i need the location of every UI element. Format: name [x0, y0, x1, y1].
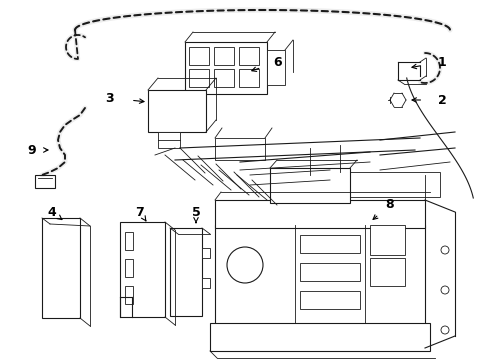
- Text: 3: 3: [105, 91, 114, 104]
- Text: 2: 2: [437, 94, 446, 107]
- Bar: [42, 218, 80, 318]
- Bar: [266, 50, 285, 85]
- Bar: [299, 263, 359, 281]
- Bar: [120, 222, 164, 317]
- Bar: [125, 286, 133, 304]
- Bar: [214, 69, 234, 87]
- Bar: [148, 90, 205, 132]
- Circle shape: [440, 286, 448, 294]
- Bar: [369, 258, 404, 286]
- Bar: [184, 42, 266, 94]
- Bar: [125, 259, 133, 277]
- Bar: [215, 200, 424, 228]
- Bar: [189, 47, 208, 65]
- Text: 7: 7: [135, 206, 144, 219]
- Bar: [215, 225, 424, 348]
- Circle shape: [440, 326, 448, 334]
- Bar: [239, 69, 259, 87]
- Bar: [125, 232, 133, 250]
- Bar: [299, 235, 359, 253]
- Text: 4: 4: [47, 206, 56, 219]
- Bar: [269, 168, 349, 203]
- Circle shape: [226, 247, 263, 283]
- Bar: [215, 138, 264, 160]
- Bar: [209, 323, 429, 351]
- Bar: [239, 47, 259, 65]
- Text: 9: 9: [28, 144, 36, 157]
- Text: 6: 6: [273, 55, 282, 68]
- Bar: [158, 132, 180, 148]
- Circle shape: [440, 246, 448, 254]
- Bar: [214, 47, 234, 65]
- Bar: [170, 228, 202, 316]
- Bar: [202, 248, 209, 258]
- Bar: [189, 69, 208, 87]
- Bar: [35, 175, 55, 188]
- Text: 8: 8: [385, 198, 393, 211]
- Bar: [202, 278, 209, 288]
- Bar: [329, 172, 439, 197]
- Bar: [299, 291, 359, 309]
- Text: 1: 1: [437, 55, 446, 68]
- Text: 5: 5: [191, 206, 200, 219]
- Bar: [369, 225, 404, 255]
